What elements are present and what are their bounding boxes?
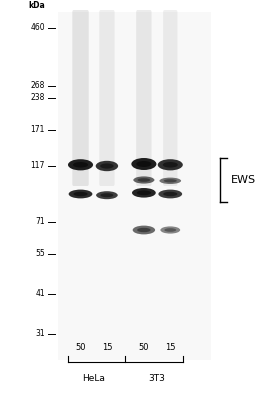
Text: 15: 15 — [102, 343, 112, 352]
Ellipse shape — [73, 192, 88, 196]
FancyBboxPatch shape — [163, 10, 177, 186]
Ellipse shape — [131, 158, 156, 170]
Text: 117: 117 — [31, 162, 45, 170]
Text: EWS: EWS — [231, 175, 256, 185]
Text: 3T3: 3T3 — [149, 374, 166, 383]
Text: 41: 41 — [35, 290, 45, 298]
Ellipse shape — [163, 192, 177, 196]
Text: 15: 15 — [165, 343, 176, 352]
FancyBboxPatch shape — [72, 10, 89, 186]
Ellipse shape — [137, 190, 151, 195]
FancyBboxPatch shape — [136, 10, 152, 186]
Ellipse shape — [133, 226, 155, 234]
Ellipse shape — [159, 178, 181, 184]
Text: 55: 55 — [35, 250, 45, 258]
FancyBboxPatch shape — [99, 10, 115, 186]
Ellipse shape — [138, 178, 150, 182]
Text: 268: 268 — [31, 82, 45, 90]
Ellipse shape — [68, 159, 93, 170]
Ellipse shape — [133, 176, 154, 184]
Ellipse shape — [100, 163, 114, 169]
Text: 238: 238 — [31, 94, 45, 102]
Ellipse shape — [158, 190, 182, 198]
Ellipse shape — [100, 193, 114, 197]
Ellipse shape — [164, 179, 177, 182]
Text: kDa: kDa — [28, 2, 45, 10]
Text: 71: 71 — [35, 218, 45, 226]
Ellipse shape — [132, 188, 156, 198]
Ellipse shape — [69, 190, 92, 198]
Text: 50: 50 — [75, 343, 86, 352]
Text: 31: 31 — [35, 330, 45, 338]
Ellipse shape — [163, 162, 178, 168]
Ellipse shape — [96, 191, 118, 199]
Ellipse shape — [96, 161, 118, 171]
Text: 460: 460 — [30, 24, 45, 32]
Ellipse shape — [73, 162, 88, 168]
FancyBboxPatch shape — [58, 12, 211, 360]
Text: 171: 171 — [31, 126, 45, 134]
Ellipse shape — [158, 159, 183, 170]
Ellipse shape — [136, 161, 152, 167]
Ellipse shape — [161, 226, 180, 234]
Ellipse shape — [164, 228, 176, 232]
Text: 50: 50 — [139, 343, 149, 352]
Text: HeLa: HeLa — [82, 374, 105, 383]
Ellipse shape — [137, 228, 151, 232]
